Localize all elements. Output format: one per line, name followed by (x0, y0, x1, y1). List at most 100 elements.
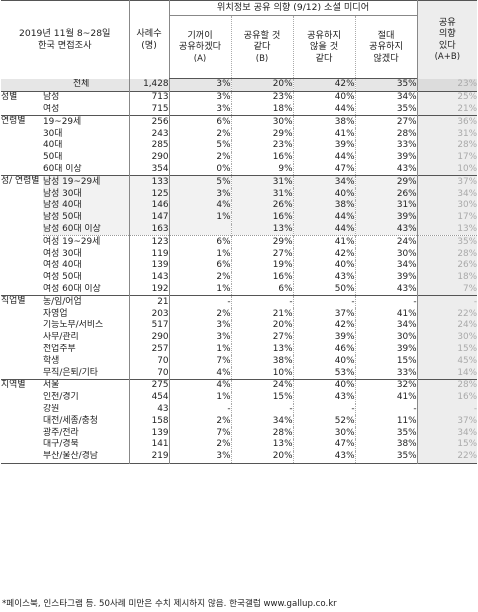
willing-cell: 1% (168, 283, 232, 296)
never-cell: 29% (354, 175, 418, 189)
table-row: 60대 이상 354 0% 9% 47% 43% 10% (1, 163, 478, 176)
sample-size-cell: 1,428 (128, 78, 170, 92)
willing-cell: - (168, 403, 232, 416)
willing-cell: 4% (168, 199, 232, 212)
share-intent-cell: 22% (416, 450, 478, 463)
never-cell: 43% (354, 223, 418, 236)
willing-cell: 2% (168, 438, 232, 451)
group-cell (1, 78, 43, 92)
unlikely-cell: 52% (292, 415, 356, 428)
unlikely-cell: 42% (292, 78, 356, 92)
never-cell: 41% (354, 391, 418, 404)
table-row: 전업주부 257 1% 13% 46% 39% 15% (1, 343, 478, 356)
group-label: 성/ 연령별 (1, 175, 43, 296)
willing-cell: 7% (168, 355, 232, 368)
unlikely-cell: 38% (292, 199, 356, 212)
unlikely-cell: 43% (292, 391, 356, 404)
table-row: 40대 285 5% 23% 39% 33% 28% (1, 139, 478, 152)
likely-cell: 31% (230, 188, 294, 200)
unlikely-cell: 39% (292, 331, 356, 344)
share-intent-cell: 18% (416, 271, 478, 284)
survey-results-table: 2019년 11월 8~28일 한국 면접조사 사례수 (명) 위치정보 공유 … (1, 0, 478, 464)
likely-cell: 16% (230, 211, 294, 224)
share-intent-cell: 14% (416, 367, 478, 380)
likely-cell: 16% (230, 151, 294, 164)
row-label: 50대 (43, 152, 63, 163)
sample-size-cell: 146 (128, 199, 170, 212)
row-label: 여성 30대 (43, 248, 82, 259)
sample-size-cell: 256 (128, 115, 170, 129)
share-intent-cell: 17% (416, 151, 478, 164)
table-row: 대구/경북 141 2% 13% 47% 38% 15% (1, 438, 478, 451)
share-intent-cell: 10% (416, 163, 478, 176)
row-label: 30대 (43, 128, 63, 139)
unlikely-cell: 53% (292, 367, 356, 380)
share-intent-cell: 13% (416, 223, 478, 236)
table-row: 무직/은퇴/기타 70 4% 10% 53% 33% 14% (1, 367, 478, 380)
willing-cell: 3% (168, 331, 232, 344)
survey-date: 2019년 11월 8~28일 (19, 28, 111, 40)
share-intent-cell: 26% (416, 259, 478, 272)
willing-cell: 1% (168, 391, 232, 404)
never-cell: 30% (354, 248, 418, 260)
share-intent-cell: 21% (416, 103, 478, 116)
unlikely-cell: 47% (292, 163, 356, 176)
sample-size-cell: 192 (128, 283, 170, 296)
likely-cell: 21% (230, 308, 294, 320)
likely-cell: 13% (230, 438, 294, 451)
sample-size-cell: 715 (128, 103, 170, 116)
unlikely-cell: 50% (292, 283, 356, 296)
row-label: 농/임/어업 (43, 295, 130, 309)
col-header-never: 절대 공유하지 않겠다 (354, 15, 418, 79)
row-label: 전업주부 (43, 343, 76, 354)
share-intent-cell: 28% (416, 248, 478, 260)
row-label: 대전/세종/충청 (43, 415, 98, 426)
never-cell: 34% (354, 259, 418, 272)
never-cell: - (354, 295, 418, 309)
share-intent-cell: 35% (416, 235, 478, 249)
likely-cell: 27% (230, 248, 294, 260)
share-intent-cell: 24% (416, 319, 478, 332)
unlikely-cell: - (292, 403, 356, 416)
willing-cell: 2% (168, 415, 232, 428)
unlikely-cell: 40% (292, 355, 356, 368)
sample-size-cell: 517 (128, 319, 170, 332)
likely-cell: 26% (230, 199, 294, 212)
share-intent-cell: 23% (416, 78, 478, 92)
group-label: 지역별 (1, 378, 43, 463)
willing-cell: 2% (168, 128, 232, 140)
unlikely-cell: 41% (292, 235, 356, 249)
willing-cell: 5% (168, 139, 232, 152)
share-intent-cell: 17% (416, 211, 478, 224)
never-cell: 41% (354, 308, 418, 320)
willing-cell: 3% (168, 450, 232, 463)
row-label: 기능노무/서비스 (43, 320, 104, 331)
sample-size-cell: 143 (128, 271, 170, 284)
unlikely-cell: 43% (292, 271, 356, 284)
row-label: 여성 19~29세 (43, 235, 130, 249)
sample-size-cell: 133 (128, 175, 170, 189)
table-row: 여성 40대 139 6% 19% 40% 34% 26% (1, 259, 478, 272)
willing-cell: 2% (168, 308, 232, 320)
likely-cell: 20% (230, 319, 294, 332)
sample-size-cell: 125 (128, 188, 170, 200)
table-row: 성/ 연령별 남성 19~29세 133 5% 31% 34% 29% 37% (1, 175, 478, 296)
table-row: 학생 70 7% 38% 40% 15% 45% (1, 355, 478, 368)
row-label: 서울 (43, 378, 130, 392)
table-row: 여성 50대 143 2% 16% 43% 39% 18% (1, 271, 478, 284)
willing-cell: 3% (168, 78, 232, 92)
never-cell: 39% (354, 151, 418, 164)
sample-size-cell: 123 (128, 235, 170, 249)
willing-cell: 4% (168, 378, 232, 392)
never-cell: 43% (354, 283, 418, 296)
likely-cell: 9% (230, 163, 294, 176)
likely-cell: 13% (230, 223, 294, 236)
table-row: 사무/관리 290 3% 27% 39% 30% 30% (1, 331, 478, 344)
table-row: 50대 290 2% 16% 44% 39% 17% (1, 151, 478, 164)
likely-cell: 10% (230, 367, 294, 380)
sample-size-cell: 713 (128, 90, 170, 104)
sample-size-cell: 70 (128, 367, 170, 380)
likely-cell: - (230, 295, 294, 309)
table-row: 지역별 서울 275 4% 24% 40% 32% 28% (1, 378, 478, 463)
